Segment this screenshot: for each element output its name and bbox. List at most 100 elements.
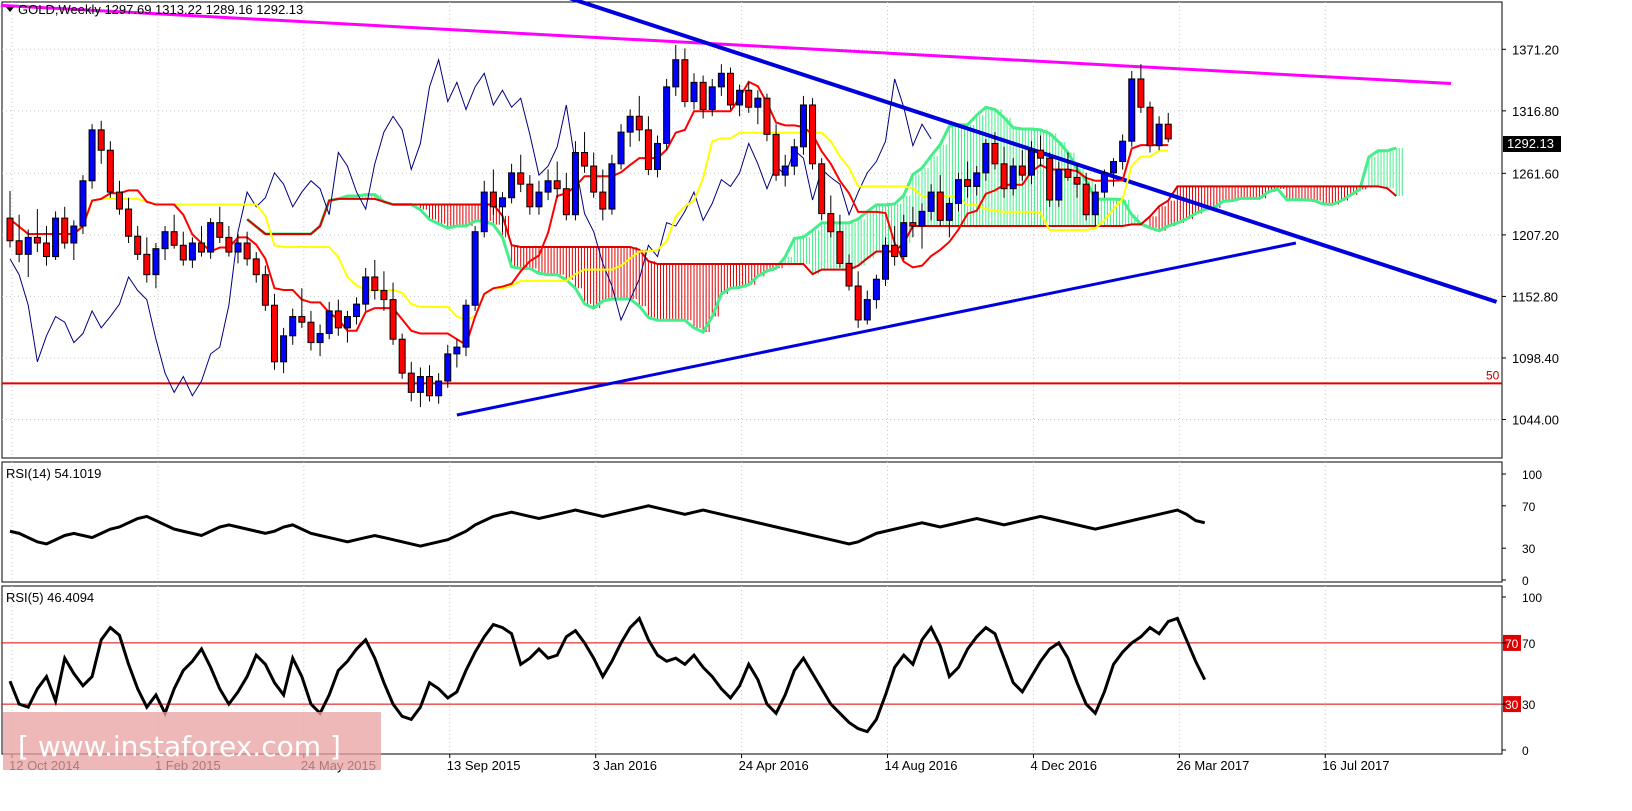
candle-bull (24, 236, 32, 255)
candle-bull (863, 299, 871, 321)
candle-bear (854, 285, 862, 321)
candle-bull (690, 81, 698, 103)
candle-bull (234, 242, 242, 253)
time-tick-label: 14 Aug 2016 (885, 758, 958, 773)
candle-bull (754, 97, 762, 108)
candle-bear (699, 81, 707, 110)
candle-bear (891, 244, 899, 258)
candle-bear (827, 213, 835, 233)
candle-bear (125, 208, 133, 237)
candle-bull (1091, 191, 1099, 216)
candle-bear (1018, 165, 1026, 176)
magenta-resistance-line (0, 3, 1452, 85)
collapse-triangle-icon[interactable] (6, 7, 14, 12)
rsi5-title: RSI(5) 46.4094 (6, 590, 94, 605)
candle-bear (1073, 176, 1081, 185)
rsi-tick-label: 0 (1522, 574, 1529, 588)
candle-bull (52, 217, 60, 258)
candle-bear (170, 231, 178, 246)
candle-bear (252, 258, 260, 276)
candle-bull (571, 151, 579, 216)
candle-bear (1000, 163, 1008, 190)
blue-down-trendline (568, 0, 1498, 304)
candle-bull (708, 86, 716, 110)
senkou-span-b (246, 185, 1397, 276)
candle-bull (882, 244, 890, 280)
rsi-tick-label: 30 (1522, 698, 1536, 712)
candle-bear (809, 104, 817, 165)
candle-bear (836, 231, 844, 264)
candle-bull (1009, 165, 1017, 190)
candle-bear (763, 97, 771, 135)
trendlines (0, 0, 1498, 417)
candle-bull (435, 380, 443, 397)
candle-bull (444, 353, 452, 382)
rsi-line (9, 504, 1206, 548)
candle-bull (544, 180, 552, 193)
candle-bull (471, 231, 479, 306)
price-tick-label: 1316.80 (1512, 104, 1559, 119)
candle-bull (188, 242, 196, 261)
candle-bear (33, 236, 41, 244)
candle-bull (535, 191, 543, 208)
candle-bear (772, 133, 780, 176)
candle-bull (316, 333, 324, 344)
candle-bear (270, 304, 278, 363)
kijun-sen (9, 131, 1169, 321)
candle-bull (1100, 172, 1108, 193)
rsi-level-badge (1503, 634, 1521, 651)
candle-bear (726, 72, 734, 106)
last-price-label: 1292.13 (1507, 136, 1554, 151)
chart-header: GOLD,Weekly 1297.69 1313.22 1289.16 1292… (18, 2, 303, 17)
candle-bull (1110, 161, 1118, 174)
candle-bear (407, 372, 415, 393)
candle-bear (298, 316, 306, 323)
candle-bear (6, 217, 14, 242)
candle-bull (343, 316, 351, 329)
candle-bear (599, 191, 607, 210)
candle-bull (70, 225, 78, 244)
horizontal-level: 50 (2, 368, 1502, 385)
candle-bear (1164, 123, 1172, 140)
price-tick-label: 1152.80 (1512, 289, 1558, 304)
time-tick-label: 4 Dec 2016 (1030, 758, 1097, 773)
candle-bull (927, 191, 935, 212)
candle-bull (918, 210, 926, 227)
rsi-line (8, 615, 1207, 734)
candle-bear (489, 191, 497, 208)
candle-bear (964, 179, 972, 187)
candle-bear (1146, 106, 1154, 147)
watermark-logo: [ www.instaforex.com ] (18, 730, 341, 763)
candle-bear (179, 244, 187, 261)
candle-bear (1082, 183, 1090, 216)
rsi-tick-label: 30 (1522, 542, 1536, 556)
candle-bull (781, 165, 789, 176)
candle-bear (818, 163, 826, 215)
candle-bull (608, 163, 616, 210)
candle-bull (663, 86, 671, 144)
time-tick-label: 13 Sep 2015 (447, 758, 521, 773)
price-tick-label: 1044.00 (1512, 413, 1559, 428)
candle-bear (334, 310, 342, 329)
candle-bull (79, 180, 87, 227)
candle-bear (243, 242, 251, 260)
price-tick-label: 1371.20 (1512, 42, 1559, 57)
candle-bull (280, 335, 288, 363)
candle-bear (143, 253, 151, 276)
candle-bull (88, 129, 96, 182)
candle-bull (799, 104, 807, 148)
candle-bull (954, 179, 962, 204)
candle-bear (261, 274, 269, 306)
candle-bear (526, 183, 534, 208)
candle-bear (389, 299, 397, 340)
candle-bear (635, 115, 643, 131)
price-tick-label: 1261.60 (1512, 166, 1559, 181)
watermark-box (3, 712, 381, 770)
candle-bear (1046, 157, 1054, 201)
candle-bull (353, 303, 361, 318)
candle-bull (717, 72, 725, 88)
candle-bull (152, 248, 160, 276)
candle-bull (161, 231, 169, 250)
candle-bull (790, 146, 798, 167)
rsi-tick-label: 70 (1522, 637, 1536, 651)
